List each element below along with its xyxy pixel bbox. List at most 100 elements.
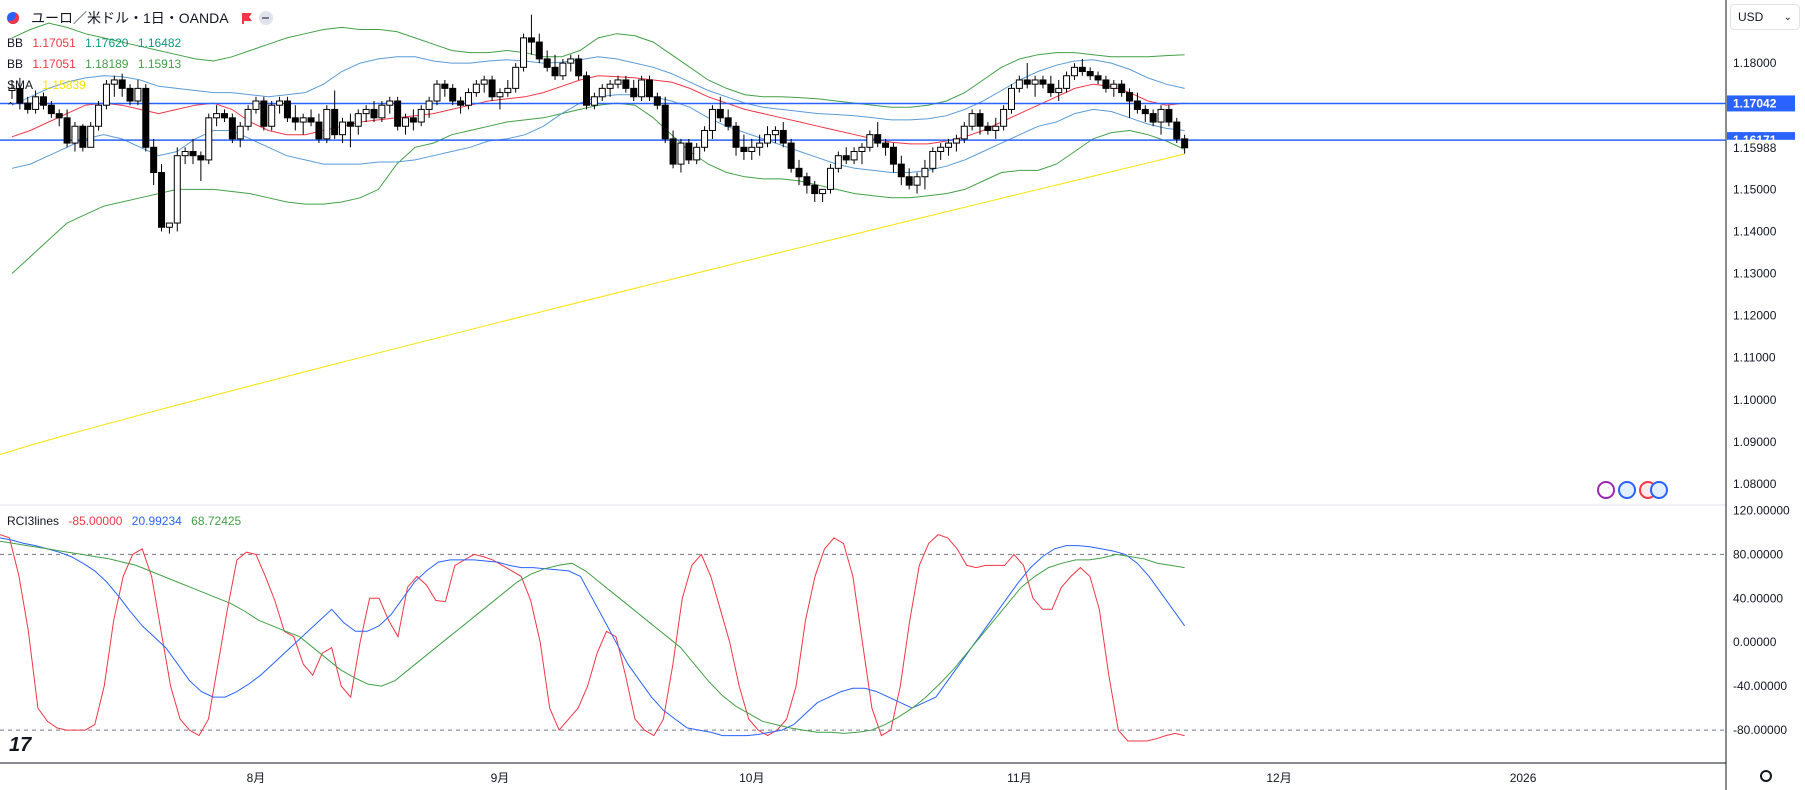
sma-value: 1.15839 [42, 78, 86, 92]
candle [984, 122, 992, 135]
candle-body [220, 113, 228, 119]
candle [1110, 79, 1118, 97]
candle-body [1055, 87, 1063, 94]
candle [842, 147, 850, 165]
candle [976, 109, 984, 135]
candle [8, 79, 16, 99]
candle-body [653, 96, 661, 106]
candle-body [32, 96, 40, 110]
candle-body [181, 151, 189, 157]
candle-body [346, 121, 354, 127]
candle [16, 77, 24, 110]
price-tick-label: 1.11000 [1733, 351, 1776, 365]
event-icons[interactable] [1597, 481, 1668, 499]
candle [291, 105, 299, 131]
candle [606, 79, 614, 97]
candle [331, 90, 339, 139]
candle [866, 130, 874, 152]
candle-body [685, 142, 693, 161]
candle-body [645, 79, 653, 98]
candle [685, 138, 693, 165]
collapse-legend-icon[interactable]: ⌃ [6, 101, 16, 113]
candle-body [71, 125, 79, 144]
time-tick-label: 9月 [491, 771, 510, 785]
symbol-legend[interactable]: ユーロ／米ドル・1日・OANDA [7, 11, 279, 25]
candle-body [779, 129, 787, 144]
price-tick-label: 1.12000 [1733, 309, 1777, 323]
candle-body [378, 104, 386, 119]
candle [32, 90, 40, 114]
rci-short: -85.00000 [68, 514, 123, 528]
candle [1157, 105, 1165, 135]
candle-body [331, 108, 339, 136]
candle-body [315, 121, 323, 140]
candle [504, 79, 512, 97]
candle-body [63, 117, 71, 144]
candle-body [708, 108, 716, 131]
candle-body [590, 96, 598, 106]
candle-body [535, 41, 543, 60]
candle-body [260, 100, 268, 127]
candle [244, 105, 252, 131]
legend-bb2[interactable]: BB 1.17051 1.18189 1.15913 [7, 57, 187, 71]
candle-body [425, 100, 433, 110]
candle [512, 63, 520, 93]
candle-body [512, 66, 520, 89]
candle [323, 105, 331, 144]
eu-event-icon[interactable] [1618, 481, 1636, 499]
eu-event-icon-2[interactable] [1650, 481, 1668, 499]
candle-body [1000, 108, 1008, 127]
candle-body [740, 146, 748, 153]
candle [1141, 105, 1149, 123]
candle-body [905, 176, 913, 186]
lightning-event-icon[interactable] [1597, 481, 1615, 499]
bb1-lower: 1.16482 [137, 36, 182, 50]
candle [346, 113, 354, 148]
candle [638, 75, 646, 101]
legend-rci[interactable]: RCI3lines -85.00000 20.99234 68.72425 [7, 514, 247, 528]
candle [661, 96, 669, 144]
candle-body [1173, 121, 1181, 140]
gear-icon[interactable] [1760, 770, 1772, 782]
minus-icon[interactable] [258, 11, 273, 25]
candle [236, 122, 244, 148]
legend-bb1[interactable]: BB 1.17051 1.17620 1.16482 [7, 36, 187, 50]
candle-body [606, 83, 614, 89]
tradingview-logo-icon[interactable]: 17 [9, 734, 32, 756]
candle-body [842, 155, 850, 161]
candle [1015, 75, 1023, 93]
candle-body [16, 87, 24, 104]
candle-body [567, 58, 575, 64]
legend-sma[interactable]: SMA 1.15839 [7, 78, 92, 92]
candle [228, 113, 236, 144]
candle-body [929, 151, 937, 169]
candle-body [701, 129, 709, 148]
candle [992, 117, 1000, 139]
candle [1070, 63, 1078, 80]
candle [370, 101, 378, 123]
candle [826, 164, 834, 194]
candle-body [165, 222, 173, 228]
candle [220, 109, 228, 123]
candle [197, 151, 205, 181]
candle [630, 79, 638, 101]
candle-body [457, 100, 465, 106]
candle-body [79, 125, 87, 148]
rci-series-1 [0, 534, 1185, 742]
candle [425, 96, 433, 118]
flag-icon[interactable] [241, 12, 253, 24]
candle-body [677, 142, 685, 165]
candle-body [433, 83, 441, 102]
candle [551, 54, 559, 80]
candle [433, 79, 441, 106]
candle [394, 96, 402, 131]
price-tick-label: 1.18000 [1733, 56, 1777, 70]
candle [834, 151, 842, 173]
candle [1078, 58, 1086, 76]
currency-select[interactable]: USD ⌄ [1730, 4, 1800, 30]
candle-body [276, 100, 284, 106]
candle [79, 124, 87, 152]
candle [386, 96, 394, 114]
rci-tick-label: 120.00000 [1733, 503, 1790, 517]
